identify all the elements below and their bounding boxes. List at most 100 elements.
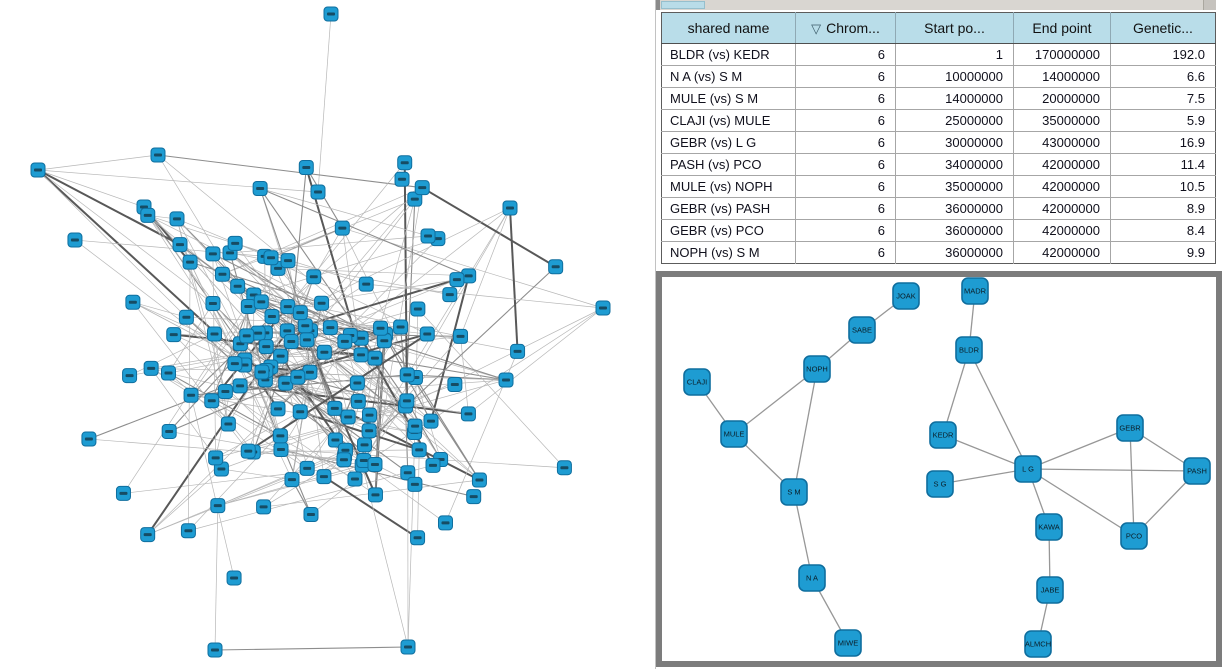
- table-row[interactable]: PASH (vs) PCO 6 34000000 42000000 11.4: [661, 153, 1216, 176]
- network-node[interactable]: [207, 326, 223, 342]
- network-node[interactable]: [239, 328, 255, 344]
- column-header-end-point[interactable]: End point: [1013, 12, 1111, 44]
- network-node[interactable]: [460, 406, 476, 422]
- network-node-kawa[interactable]: KAWA: [1035, 513, 1063, 541]
- network-node[interactable]: [419, 326, 435, 342]
- table-cell[interactable]: 36000000: [895, 197, 1014, 220]
- table-row[interactable]: BLDR (vs) KEDR 6 1 170000000 192.0: [661, 43, 1216, 66]
- network-node[interactable]: [362, 407, 378, 423]
- network-node[interactable]: [410, 530, 426, 546]
- network-node-almch[interactable]: ALMCH: [1024, 630, 1052, 658]
- network-node[interactable]: [548, 259, 564, 275]
- network-node[interactable]: [306, 269, 322, 285]
- detail-network-panel[interactable]: JOAK MADR SABE BLDR NOPH CLAJI MULE KEDR GEBR L G…: [656, 271, 1222, 667]
- network-node[interactable]: [349, 375, 365, 391]
- network-node[interactable]: [357, 437, 373, 453]
- network-node[interactable]: [316, 469, 332, 485]
- network-edge[interactable]: [793, 491, 813, 579]
- table-cell[interactable]: NOPH (vs) S M: [661, 241, 796, 264]
- network-node[interactable]: [327, 432, 343, 448]
- table-cell[interactable]: GEBR (vs) PASH: [661, 197, 796, 220]
- network-node[interactable]: [273, 442, 289, 458]
- table-row[interactable]: NOPH (vs) S M 6 36000000 42000000 9.9: [661, 241, 1216, 264]
- network-node[interactable]: [466, 489, 482, 505]
- table-cell[interactable]: 8.9: [1110, 197, 1216, 220]
- network-node[interactable]: [347, 471, 363, 487]
- network-node[interactable]: [334, 220, 350, 236]
- network-node[interactable]: [358, 276, 374, 292]
- network-node[interactable]: [393, 319, 409, 335]
- network-edge[interactable]: [1027, 468, 1135, 537]
- network-node[interactable]: [399, 393, 415, 409]
- network-edge[interactable]: [1027, 468, 1198, 472]
- table-cell[interactable]: 30000000: [895, 131, 1014, 154]
- network-edge[interactable]: [1027, 427, 1131, 470]
- table-row[interactable]: CLAJI (vs) MULE 6 25000000 35000000 5.9: [661, 109, 1216, 132]
- network-node-joak[interactable]: JOAK: [892, 282, 920, 310]
- network-node-s-m[interactable]: S M: [780, 478, 808, 506]
- network-node[interactable]: [316, 344, 332, 360]
- network-node-gebr[interactable]: GEBR: [1116, 414, 1144, 442]
- table-cell[interactable]: 43000000: [1013, 131, 1111, 154]
- table-cell[interactable]: 36000000: [895, 241, 1014, 264]
- network-node[interactable]: [510, 343, 526, 359]
- table-cell[interactable]: 6: [795, 219, 896, 242]
- network-node[interactable]: [210, 498, 226, 514]
- network-node[interactable]: [140, 207, 156, 223]
- network-node[interactable]: [172, 237, 188, 253]
- network-node[interactable]: [471, 472, 487, 488]
- network-node[interactable]: [270, 401, 286, 417]
- network-node[interactable]: [227, 356, 243, 372]
- network-edge[interactable]: [939, 468, 1029, 485]
- table-cell[interactable]: 10.5: [1110, 175, 1216, 198]
- table-cell[interactable]: 10000000: [895, 65, 1014, 88]
- network-node[interactable]: [169, 211, 185, 227]
- network-node-pco[interactable]: PCO: [1120, 522, 1148, 550]
- network-node[interactable]: [150, 147, 166, 163]
- network-node[interactable]: [207, 642, 223, 658]
- network-node[interactable]: [264, 308, 280, 324]
- network-node[interactable]: [283, 334, 299, 350]
- network-node[interactable]: [213, 461, 229, 477]
- network-node-mule[interactable]: MULE: [720, 420, 748, 448]
- network-node[interactable]: [498, 372, 514, 388]
- network-node[interactable]: [414, 180, 430, 196]
- network-node[interactable]: [284, 472, 300, 488]
- network-node[interactable]: [290, 369, 306, 385]
- table-cell[interactable]: 14000000: [895, 87, 1014, 110]
- network-node[interactable]: [453, 328, 469, 344]
- network-node[interactable]: [258, 339, 274, 355]
- column-header-genetic[interactable]: Genetic...: [1110, 12, 1216, 44]
- table-cell[interactable]: 42000000: [1013, 175, 1111, 198]
- network-node[interactable]: [397, 155, 413, 171]
- network-edge[interactable]: [942, 434, 1029, 470]
- network-node[interactable]: [272, 428, 288, 444]
- network-node[interactable]: [67, 232, 83, 248]
- network-node[interactable]: [299, 332, 315, 348]
- table-cell[interactable]: 35000000: [895, 175, 1014, 198]
- network-node[interactable]: [353, 347, 369, 363]
- network-node[interactable]: [250, 325, 266, 341]
- table-cell[interactable]: 42000000: [1013, 197, 1111, 220]
- network-node[interactable]: [399, 367, 415, 383]
- network-node[interactable]: [400, 639, 416, 655]
- network-node[interactable]: [502, 200, 518, 216]
- table-cell[interactable]: 6.6: [1110, 65, 1216, 88]
- table-cell[interactable]: 6: [795, 109, 896, 132]
- table-row[interactable]: GEBR (vs) PCO 6 36000000 42000000 8.4: [661, 219, 1216, 242]
- table-cell[interactable]: GEBR (vs) PCO: [661, 219, 796, 242]
- table-cell[interactable]: CLAJI (vs) MULE: [661, 109, 796, 132]
- network-node[interactable]: [204, 393, 220, 409]
- network-node[interactable]: [81, 431, 97, 447]
- network-node[interactable]: [256, 499, 272, 515]
- network-node[interactable]: [407, 191, 423, 207]
- table-cell[interactable]: 6: [795, 175, 896, 198]
- network-node[interactable]: [442, 287, 458, 303]
- network-node[interactable]: [327, 400, 343, 416]
- table-cell[interactable]: 6: [795, 153, 896, 176]
- network-node[interactable]: [420, 228, 436, 244]
- table-cell[interactable]: 42000000: [1013, 219, 1111, 242]
- network-node[interactable]: [205, 295, 221, 311]
- network-node-claji[interactable]: CLAJI: [683, 368, 711, 396]
- table-cell[interactable]: MULE (vs) NOPH: [661, 175, 796, 198]
